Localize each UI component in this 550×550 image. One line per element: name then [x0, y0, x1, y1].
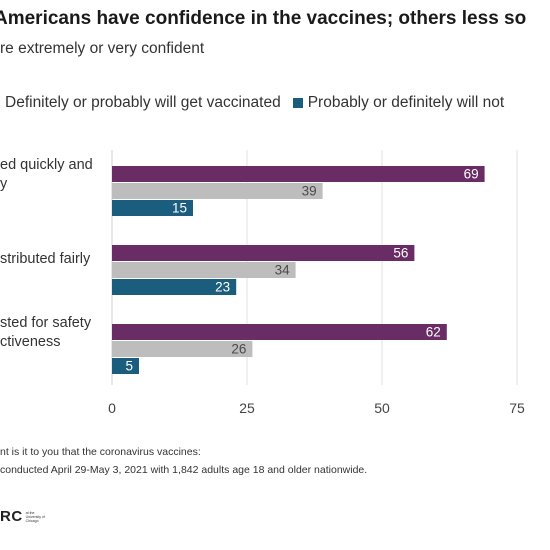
- bar-value-label: 5: [125, 359, 133, 374]
- legend-item-will-not: Probably or definitely will not: [292, 94, 505, 112]
- category-label: y: [0, 176, 8, 192]
- bar: [112, 166, 485, 182]
- logo-mark: RC: [0, 508, 23, 525]
- x-tick-label: 0: [108, 400, 116, 416]
- bar-value-label: 39: [302, 184, 317, 199]
- chart-subtitle: re extremely or very confident: [0, 40, 205, 57]
- bar-value-label: 23: [215, 280, 230, 295]
- x-tick-label: 75: [509, 400, 525, 416]
- category-label: stributed fairly: [0, 251, 91, 267]
- footnote-survey: conducted April 29-May 3, 2021 with 1,84…: [0, 464, 368, 476]
- x-tick-label: 50: [374, 400, 390, 416]
- logo-subtitle: at the University of Chicago: [25, 510, 45, 523]
- bar-value-label: 34: [275, 263, 291, 278]
- x-tick-label: 25: [239, 400, 255, 416]
- legend-label-will-not: Probably or definitely will not: [307, 94, 505, 111]
- bar: [112, 358, 139, 374]
- legend: Definitely or probably will get vaccinat…: [0, 94, 516, 112]
- legend-label-will-get: Definitely or probably will get vaccinat…: [5, 94, 281, 111]
- bar-value-label: 26: [231, 342, 246, 357]
- bar-value-label: 56: [393, 246, 408, 261]
- logo: RC at the University of Chicago: [0, 508, 50, 525]
- category-label: sted for safety: [0, 315, 92, 331]
- bar-value-label: 15: [172, 201, 187, 216]
- chart-title: Americans have confidence in the vaccine…: [0, 8, 527, 29]
- category-label: ctiveness: [0, 334, 60, 350]
- category-label: ed quickly and: [0, 157, 93, 173]
- legend-item-will-get: Definitely or probably will get vaccinat…: [0, 94, 281, 112]
- bar: [112, 341, 253, 357]
- bar: [112, 324, 447, 340]
- footnote-question: nt is it to you that the coronavirus vac…: [0, 446, 201, 458]
- bar-value-label: 69: [464, 167, 479, 182]
- legend-swatch-will-not: [292, 98, 303, 108]
- bar: [112, 200, 193, 216]
- bar: [112, 262, 296, 278]
- bar-chart: 0 25 50 75 ed quickly and y stributed fairly st…: [0, 150, 525, 416]
- bar-value-label: 62: [426, 325, 441, 340]
- bar: [112, 245, 415, 261]
- bar: [112, 279, 237, 295]
- bar: [112, 183, 323, 199]
